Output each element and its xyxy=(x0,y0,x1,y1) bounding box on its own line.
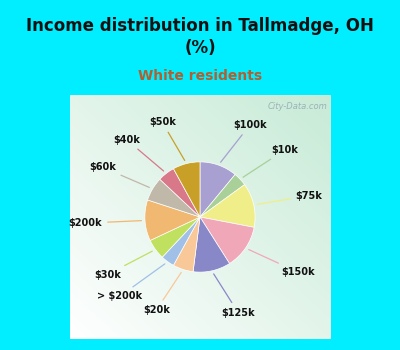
Text: $30k: $30k xyxy=(94,251,152,280)
Wedge shape xyxy=(200,175,244,217)
Text: City-Data.com: City-Data.com xyxy=(268,102,328,111)
Wedge shape xyxy=(174,217,200,272)
Wedge shape xyxy=(200,162,235,217)
Text: Income distribution in Tallmadge, OH
(%): Income distribution in Tallmadge, OH (%) xyxy=(26,17,374,57)
Text: $50k: $50k xyxy=(149,117,185,160)
Wedge shape xyxy=(200,184,255,228)
Wedge shape xyxy=(162,217,200,265)
Text: $75k: $75k xyxy=(257,191,322,204)
Text: $10k: $10k xyxy=(243,145,298,177)
Text: $40k: $40k xyxy=(113,134,164,171)
Text: > $200k: > $200k xyxy=(97,264,165,301)
Wedge shape xyxy=(200,217,254,264)
Wedge shape xyxy=(160,169,200,217)
Wedge shape xyxy=(174,162,200,217)
Text: $100k: $100k xyxy=(221,120,267,162)
Wedge shape xyxy=(193,217,230,272)
Text: White residents: White residents xyxy=(138,69,262,83)
Text: $200k: $200k xyxy=(68,218,142,228)
Text: $125k: $125k xyxy=(214,274,255,318)
Wedge shape xyxy=(148,179,200,217)
Wedge shape xyxy=(150,217,200,257)
Text: $150k: $150k xyxy=(249,250,315,277)
Text: $60k: $60k xyxy=(89,162,149,188)
Text: $20k: $20k xyxy=(143,272,181,315)
Wedge shape xyxy=(145,200,200,240)
